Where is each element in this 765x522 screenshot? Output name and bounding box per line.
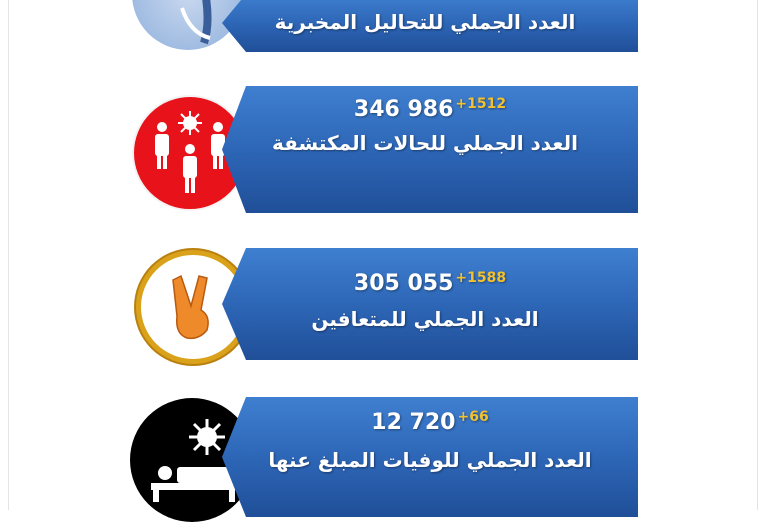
stat-label: العدد الجملي للحالات المكتشفة <box>272 131 578 155</box>
infected-people-icon <box>132 95 248 211</box>
stat-card-lab-tests: العدد الجملي للتحاليل المخبرية <box>222 0 638 52</box>
stat-value-line: 346 986 +1512 <box>222 86 638 124</box>
stat-value-line: 12 720 +66 <box>222 397 638 437</box>
page-border-right <box>757 0 758 510</box>
stat-value-line: 305 055 +1588 <box>222 248 638 298</box>
stat-card-cases: 346 986 +1512 العدد الجملي للحالات المكتش… <box>222 86 638 213</box>
stat-delta: +66 <box>457 409 489 425</box>
stat-card-deaths: 12 720 +66 العدد الجملي للوفيات المبلغ عن… <box>222 397 638 517</box>
stat-value: 12 720 <box>371 410 456 435</box>
stat-label: العدد الجملي للوفيات المبلغ عنها <box>268 448 592 472</box>
stat-value: 305 055 <box>353 271 454 296</box>
stat-delta: +1512 <box>455 96 507 112</box>
stat-label: العدد الجملي للتحاليل المخبرية <box>274 10 576 34</box>
page-border-left <box>8 0 9 510</box>
stat-card-recovered: 305 055 +1588 العدد الجملي للمتعافين <box>222 248 638 360</box>
patient-bed-icon <box>130 398 254 522</box>
stat-value: 346 986 <box>353 97 454 122</box>
stat-delta: +1588 <box>455 270 507 286</box>
stat-label: العدد الجملي للمتعافين <box>311 307 539 331</box>
